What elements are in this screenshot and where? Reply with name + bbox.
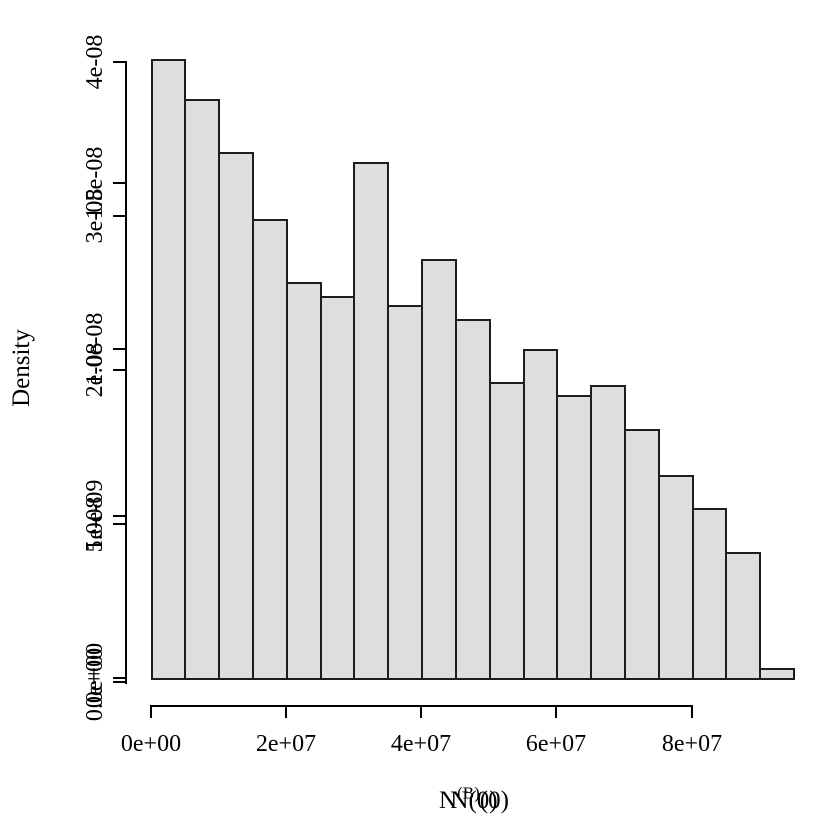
y-axis-title: Density	[8, 329, 35, 407]
histogram-bar	[455, 319, 491, 680]
histogram-bar	[725, 552, 761, 680]
histogram-bar	[523, 349, 558, 680]
x-tick	[555, 705, 557, 718]
y-tick-label-secondary: 5.0e-09	[82, 479, 108, 553]
x-axis-title-secondary-tail: (0)	[479, 787, 509, 814]
histogram-bar	[624, 429, 660, 680]
histogram-bar	[320, 296, 355, 680]
y-tick-secondary	[113, 681, 125, 683]
histogram-bar	[556, 395, 592, 680]
histogram-bar	[590, 385, 626, 680]
y-tick-primary	[113, 523, 125, 525]
y-tick-secondary	[113, 515, 125, 517]
x-tick-label: 6e+07	[525, 731, 587, 757]
histogram-bar	[184, 99, 220, 680]
y-axis-line	[125, 61, 127, 684]
histogram-bar	[658, 475, 694, 680]
y-tick-label-secondary: 1.5e-08	[82, 146, 108, 220]
histogram-bar	[151, 59, 186, 680]
x-axis-title-secondary-base: N	[439, 787, 458, 814]
x-tick-label: 0e+00	[120, 731, 182, 757]
x-tick-label: 2e+07	[255, 731, 317, 757]
x-axis-title-primary: N(0)	[450, 786, 497, 816]
x-axis-title-secondary: N(B)(0)	[439, 783, 509, 816]
y-tick-secondary	[113, 348, 125, 350]
histogram-bar	[692, 508, 727, 680]
histogram-bar	[353, 162, 389, 680]
y-tick-label-secondary: 0.0e+00	[82, 642, 108, 722]
histogram-bar	[759, 668, 795, 680]
histogram-bar	[489, 382, 525, 680]
y-tick-primary	[113, 369, 125, 371]
x-tick	[691, 705, 693, 718]
histogram-bar	[218, 152, 254, 680]
x-tick	[150, 705, 152, 718]
y-tick-primary	[113, 61, 125, 63]
x-tick-label: 4e+07	[390, 731, 452, 757]
histogram-bar	[387, 305, 423, 680]
y-tick-secondary	[113, 182, 125, 184]
x-tick-label: 8e+07	[661, 731, 723, 757]
x-axis-title-primary-text: N(0)	[450, 787, 498, 814]
histogram-bar	[286, 282, 322, 680]
histogram-bar	[421, 259, 457, 680]
x-axis-title-secondary-sup: (B)	[457, 783, 480, 803]
y-tick-primary	[113, 215, 125, 217]
x-tick	[420, 705, 422, 718]
y-tick-label-primary: 4e-08	[82, 34, 108, 90]
x-tick	[285, 705, 287, 718]
y-tick-primary	[113, 677, 125, 679]
y-tick-label-secondary: 1.0e-08	[82, 312, 108, 386]
histogram-bar	[252, 219, 288, 680]
